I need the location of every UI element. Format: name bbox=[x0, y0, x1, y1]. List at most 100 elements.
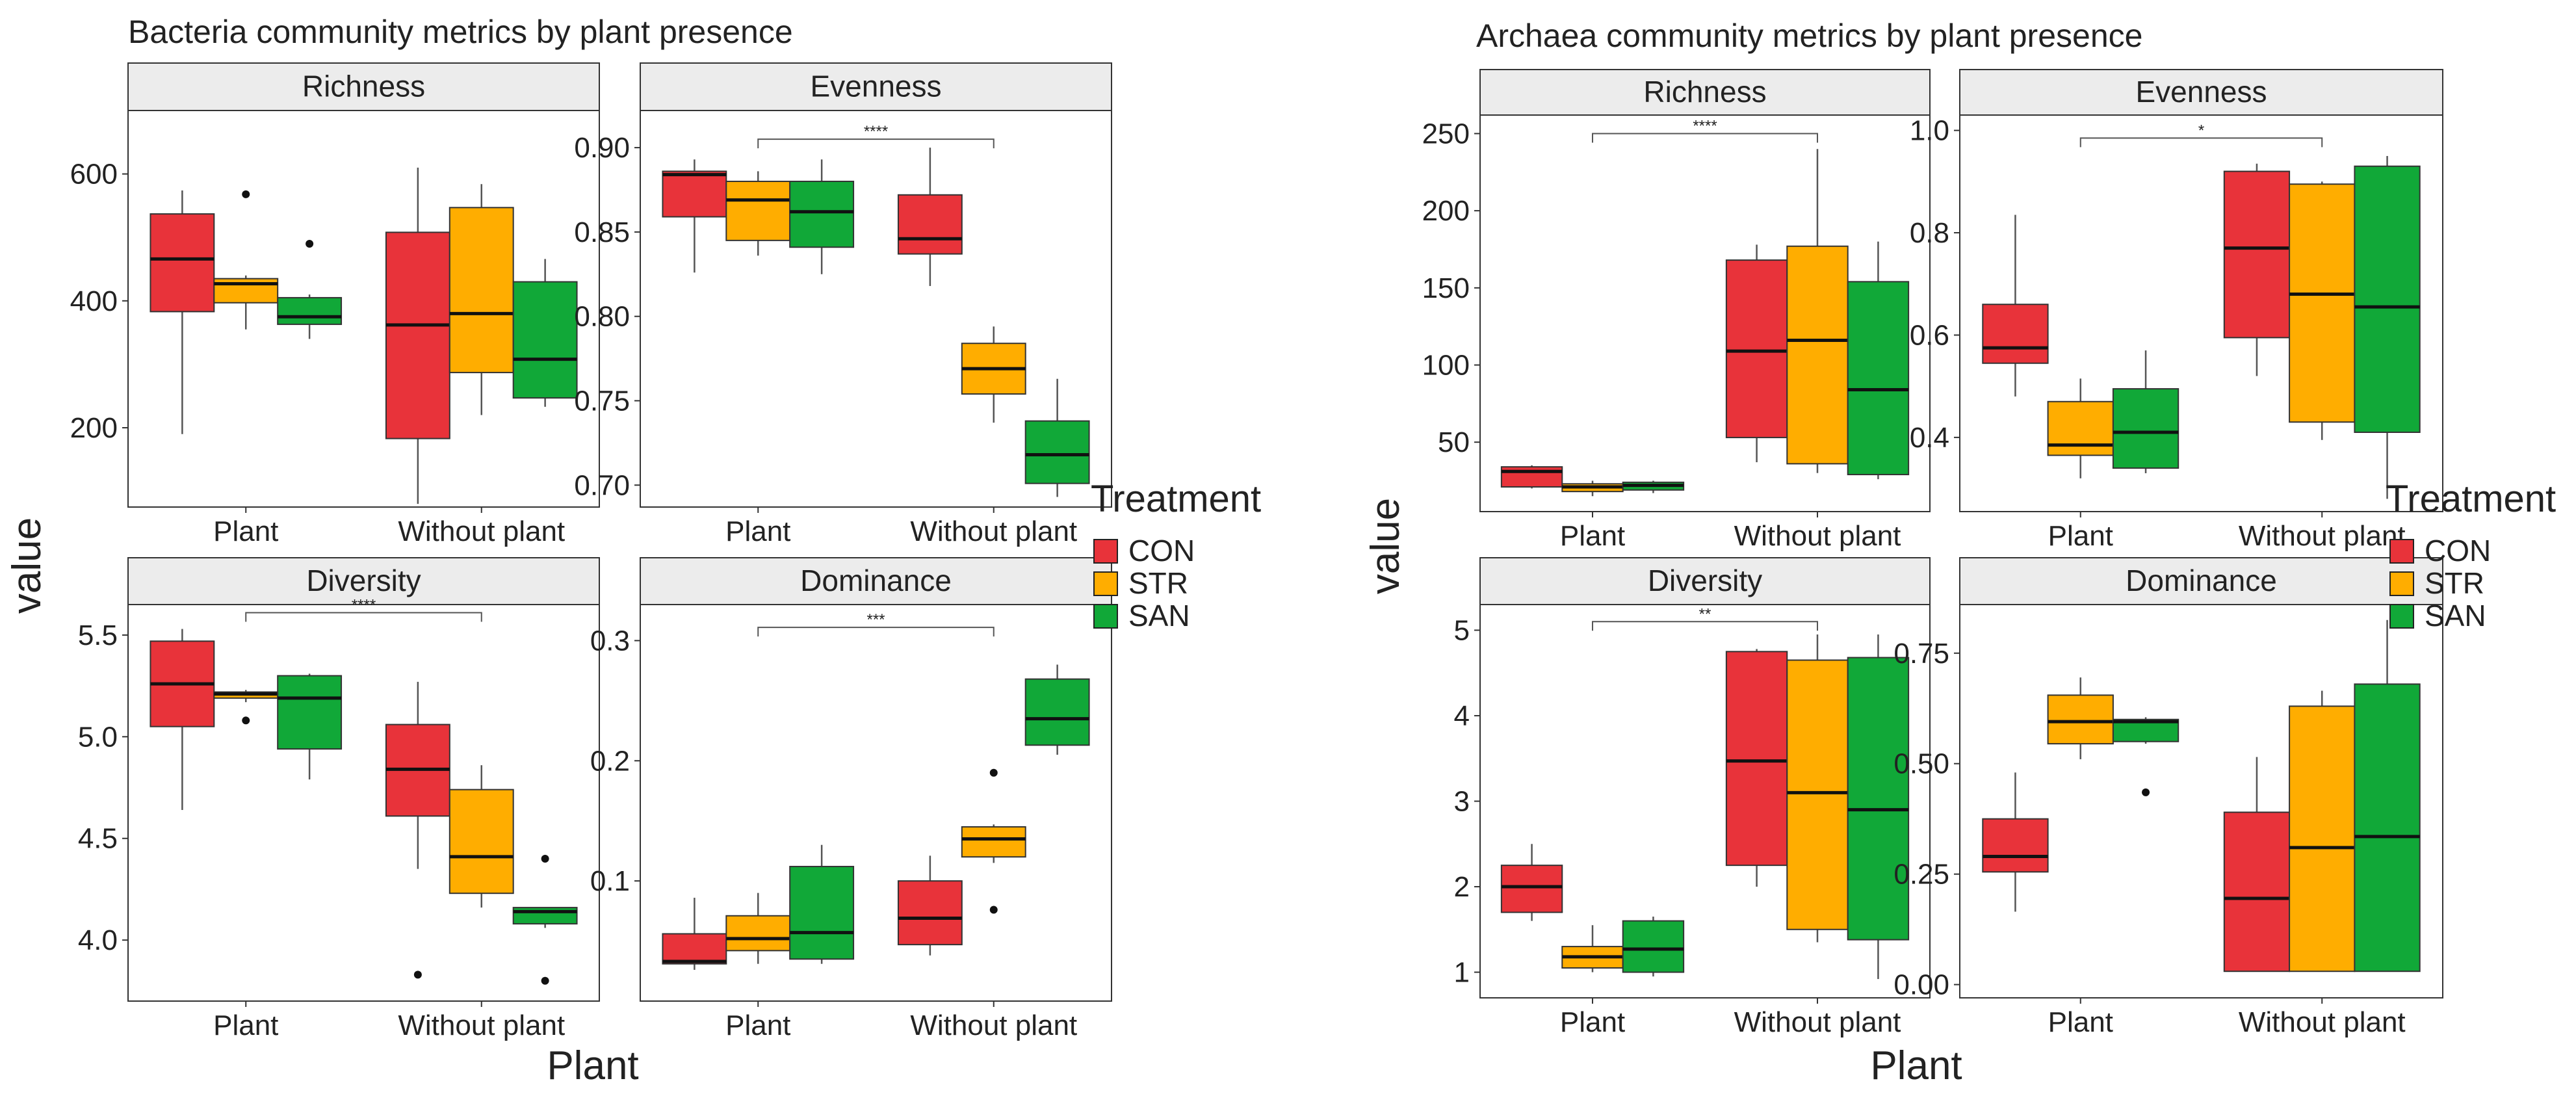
panel-title: Dominance bbox=[2126, 564, 2277, 597]
box-san-without-plant bbox=[1847, 634, 1910, 980]
y-tick-label: 0.90 bbox=[574, 132, 630, 164]
box-body bbox=[277, 296, 343, 325]
y-tick-label: 5.5 bbox=[78, 620, 118, 651]
panel-archaea-dominance: Dominance 0.00 0.25 0.50 0.75 Plant Without pl… bbox=[1893, 557, 2443, 1038]
box-str-plant bbox=[213, 690, 279, 725]
panel-title: Evenness bbox=[810, 70, 941, 103]
outlier-point bbox=[413, 971, 422, 979]
right-figure-title: Archaea community metrics by plant prese… bbox=[1476, 18, 2142, 54]
box-san-plant bbox=[277, 239, 343, 339]
legend-title: Treatment bbox=[2386, 478, 2556, 520]
box-body bbox=[1725, 651, 1788, 867]
box-con-plant bbox=[150, 190, 215, 434]
box-body bbox=[1847, 281, 1910, 476]
panel-bacteria-evenness: Evenness 0.70 0.75 0.80 0.85 0.90 Plant Without… bbox=[574, 62, 1112, 547]
box-body bbox=[1500, 865, 1563, 913]
box-body bbox=[2289, 183, 2356, 423]
significance-label: *** bbox=[866, 611, 885, 629]
box-san-without-plant bbox=[2354, 620, 2421, 972]
significance-label: **** bbox=[864, 123, 888, 140]
legend-label-con: CON bbox=[1128, 534, 1195, 568]
significance-bracket bbox=[757, 138, 995, 149]
significance-bracket bbox=[1592, 621, 1818, 631]
box-body bbox=[512, 281, 578, 399]
panel-archaea-diversity: Diversity 1 2 3 4 5 Plant Without plant ** bbox=[1454, 557, 1931, 1038]
box-body bbox=[662, 933, 727, 965]
panel-archaea-evenness: Evenness 0.4 0.6 0.8 1.0 Plant Without plant * bbox=[1910, 69, 2443, 552]
box-body bbox=[725, 181, 791, 241]
box-str-without-plant bbox=[449, 765, 514, 908]
box-san-without-plant bbox=[512, 259, 578, 407]
y-tick-label: 0.4 bbox=[1910, 422, 1949, 454]
y-tick-label: 0.25 bbox=[1893, 859, 1949, 891]
panel-title: Richness bbox=[302, 70, 425, 103]
box-body bbox=[512, 907, 578, 925]
x-tick-label: Without plant bbox=[910, 515, 1077, 547]
legend-label-san: SAN bbox=[2425, 599, 2486, 633]
box-body bbox=[1786, 659, 1849, 930]
x-tick-label: Plant bbox=[1560, 520, 1625, 552]
panel-title: Diversity bbox=[1648, 564, 1762, 597]
significance-bracket bbox=[1592, 133, 1818, 143]
panel-title: Evenness bbox=[2135, 75, 2267, 109]
y-tick-label: 0.1 bbox=[590, 865, 630, 897]
right-y-axis-title: value bbox=[1363, 498, 1408, 594]
y-tick-label: 4.5 bbox=[78, 823, 118, 855]
x-tick-label: Plant bbox=[725, 1010, 790, 1041]
box-san-without-plant bbox=[1024, 378, 1090, 497]
x-tick-label: Without plant bbox=[910, 1010, 1077, 1041]
significance-bracket bbox=[2079, 137, 2323, 148]
x-tick-label: Plant bbox=[213, 515, 278, 547]
outlier-point bbox=[541, 976, 549, 985]
legend-left: Treatment CON STR SAN bbox=[1091, 478, 1261, 633]
box-body bbox=[1786, 245, 1849, 465]
box-body bbox=[897, 194, 963, 255]
panel-strip bbox=[127, 557, 600, 605]
box-str-without-plant bbox=[1786, 634, 1849, 943]
y-tick-label: 0.00 bbox=[1893, 969, 1949, 1001]
box-con-plant bbox=[662, 898, 727, 970]
significance-label: * bbox=[2198, 122, 2204, 139]
box-body bbox=[1024, 420, 1090, 484]
box-body bbox=[2112, 388, 2179, 469]
y-tick-label: 0.3 bbox=[590, 625, 630, 657]
y-tick-label: 100 bbox=[1422, 350, 1470, 382]
box-con-without-plant bbox=[385, 167, 450, 504]
significance-label: ** bbox=[1699, 605, 1711, 623]
significance-bracket bbox=[245, 612, 482, 622]
box-str-plant bbox=[725, 171, 791, 256]
significance-label: **** bbox=[1693, 117, 1717, 135]
box-body bbox=[2354, 165, 2421, 433]
box-str-plant bbox=[1561, 480, 1624, 497]
box-con-plant bbox=[1982, 215, 2049, 397]
box-body bbox=[662, 170, 727, 218]
y-tick-label: 2 bbox=[1454, 871, 1470, 903]
y-tick-label: 0.70 bbox=[574, 469, 630, 501]
box-san-plant bbox=[277, 673, 343, 780]
box-str-plant bbox=[725, 893, 791, 964]
y-tick-label: 1 bbox=[1454, 957, 1470, 989]
legend-key-con bbox=[1093, 539, 1118, 564]
box-str-plant bbox=[213, 190, 279, 330]
panel-strip bbox=[1959, 69, 2443, 116]
box-san-plant bbox=[2112, 350, 2179, 473]
box-body bbox=[449, 789, 514, 894]
box-san-without-plant bbox=[512, 855, 578, 985]
box-con-plant bbox=[150, 629, 215, 810]
left-figure-title: Bacteria community metrics by plant pres… bbox=[128, 14, 793, 50]
y-tick-label: 4.0 bbox=[78, 924, 118, 956]
box-str-without-plant bbox=[2289, 690, 2356, 972]
panel-archaea-richness: Richness 50 100 150 200 250 Plant Without plant… bbox=[1422, 69, 1931, 552]
panel-strip bbox=[1479, 69, 1931, 116]
box-san-without-plant bbox=[2354, 155, 2421, 499]
y-tick-label: 200 bbox=[1422, 195, 1470, 227]
legend-title: Treatment bbox=[1091, 478, 1261, 520]
panel-strip bbox=[640, 62, 1112, 111]
box-str-without-plant bbox=[961, 768, 1026, 914]
box-body bbox=[1847, 657, 1910, 941]
box-body bbox=[2289, 705, 2356, 972]
x-tick-label: Plant bbox=[213, 1010, 278, 1041]
box-body bbox=[2223, 811, 2291, 972]
box-body bbox=[2223, 170, 2291, 339]
